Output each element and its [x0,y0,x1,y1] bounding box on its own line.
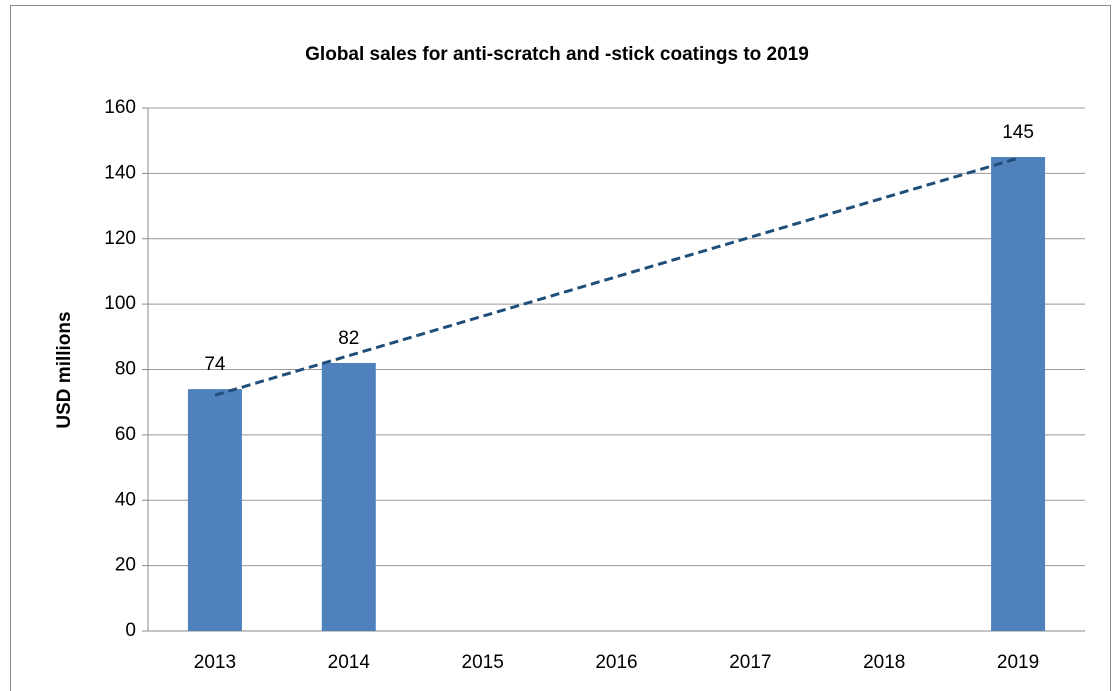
data-label: 82 [338,328,359,349]
y-tick-label: 0 [125,620,136,641]
y-tick-label: 120 [104,228,136,249]
y-tick-label: 60 [115,424,136,445]
x-tick-label: 2018 [863,652,905,673]
y-axis-label: USD millions [54,311,75,428]
y-tick-label: 100 [104,293,136,314]
x-tick-label: 2013 [194,652,236,673]
bar [321,362,376,631]
bar [991,157,1046,631]
x-tick-label: 2015 [462,652,504,673]
x-tick-label: 2016 [595,652,637,673]
chart-title: Global sales for anti-scratch and -stick… [305,44,809,65]
y-tick-label: 20 [115,555,136,576]
x-tick-label: 2019 [997,652,1039,673]
data-label: 74 [204,354,226,375]
bar [187,389,242,631]
x-tick-label: 2014 [328,652,371,673]
y-tick-label: 80 [115,359,136,380]
x-tick-label: 2017 [729,652,771,673]
data-label: 145 [1002,122,1034,143]
y-tick-label: 140 [104,162,136,183]
y-tick-label: 40 [115,489,136,510]
y-tick-label: 160 [104,97,136,118]
